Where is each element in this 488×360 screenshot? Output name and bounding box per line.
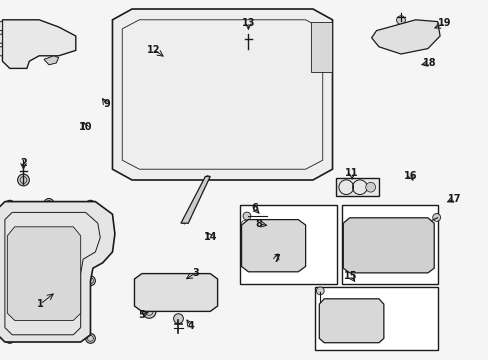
Circle shape xyxy=(396,16,405,24)
Circle shape xyxy=(85,200,95,210)
Text: 19: 19 xyxy=(437,18,451,28)
Bar xyxy=(232,114,267,134)
Text: 14: 14 xyxy=(203,232,217,242)
Polygon shape xyxy=(181,176,210,223)
Text: 12: 12 xyxy=(147,45,161,55)
Polygon shape xyxy=(112,9,332,180)
Circle shape xyxy=(85,276,95,286)
Bar xyxy=(188,140,223,159)
Bar xyxy=(276,88,311,108)
Polygon shape xyxy=(319,299,383,343)
Bar xyxy=(144,88,179,108)
Bar xyxy=(352,225,425,265)
Text: 2: 2 xyxy=(20,158,27,168)
Bar xyxy=(276,114,311,134)
Bar xyxy=(144,36,179,56)
Circle shape xyxy=(173,314,183,324)
Text: 4: 4 xyxy=(187,321,194,331)
Text: 10: 10 xyxy=(79,122,92,132)
Bar xyxy=(188,62,223,82)
Circle shape xyxy=(18,174,29,186)
Bar xyxy=(188,88,223,108)
Bar xyxy=(239,205,337,284)
Bar xyxy=(276,140,311,159)
Polygon shape xyxy=(134,274,217,311)
Bar xyxy=(276,36,311,56)
Polygon shape xyxy=(0,34,2,43)
Text: 9: 9 xyxy=(103,99,110,109)
Bar xyxy=(188,36,223,56)
Text: 16: 16 xyxy=(403,171,417,181)
Bar xyxy=(144,114,179,134)
Bar xyxy=(315,287,437,350)
Text: 8: 8 xyxy=(255,219,262,229)
Circle shape xyxy=(416,224,424,231)
Text: 3: 3 xyxy=(192,268,199,278)
Bar xyxy=(232,36,267,56)
Text: 5: 5 xyxy=(138,310,145,320)
Bar xyxy=(144,62,179,82)
Polygon shape xyxy=(7,227,81,320)
Bar xyxy=(144,140,179,159)
Text: 7: 7 xyxy=(272,254,279,264)
Circle shape xyxy=(432,213,440,221)
Polygon shape xyxy=(343,218,433,273)
Circle shape xyxy=(365,182,375,192)
Text: 15: 15 xyxy=(344,271,357,282)
Polygon shape xyxy=(44,56,59,65)
Circle shape xyxy=(243,212,250,220)
Text: 17: 17 xyxy=(447,194,461,204)
Polygon shape xyxy=(0,202,115,342)
Circle shape xyxy=(316,287,324,295)
Polygon shape xyxy=(310,22,331,72)
Bar xyxy=(342,205,437,284)
Circle shape xyxy=(85,333,95,343)
Text: 1: 1 xyxy=(37,299,43,309)
Circle shape xyxy=(142,305,156,318)
Text: 11: 11 xyxy=(345,168,358,178)
Circle shape xyxy=(5,200,15,210)
Circle shape xyxy=(5,333,15,343)
Circle shape xyxy=(44,198,54,208)
Polygon shape xyxy=(241,220,305,272)
Polygon shape xyxy=(371,20,439,54)
Bar xyxy=(232,62,267,82)
Text: 18: 18 xyxy=(422,58,435,68)
Text: 13: 13 xyxy=(241,18,255,28)
Polygon shape xyxy=(0,22,2,31)
Bar xyxy=(188,114,223,134)
Polygon shape xyxy=(0,47,2,56)
Bar xyxy=(232,88,267,108)
Bar xyxy=(336,178,379,196)
Circle shape xyxy=(242,43,254,54)
Polygon shape xyxy=(2,20,76,68)
Bar xyxy=(276,62,311,82)
Bar xyxy=(232,140,267,159)
Text: 6: 6 xyxy=(250,203,257,213)
